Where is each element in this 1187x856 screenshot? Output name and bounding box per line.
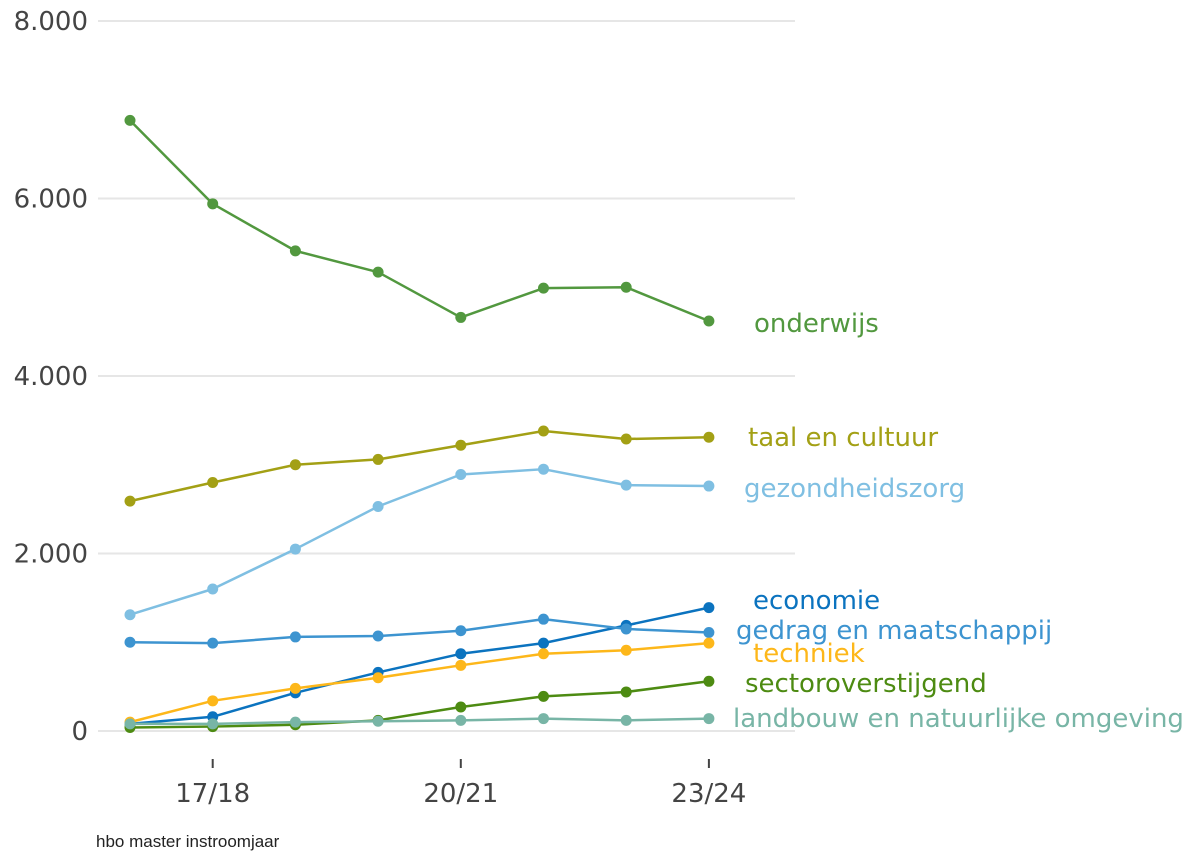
data-point <box>620 281 632 293</box>
series-line <box>130 717 709 726</box>
series-label: gedrag en maatschappij <box>736 616 1052 646</box>
data-point <box>289 245 301 257</box>
series-label: taal en cultuur <box>748 423 938 453</box>
data-point <box>538 690 549 702</box>
series-landbouw-en-natuurlijke-omgeving <box>124 713 715 730</box>
data-point <box>455 311 467 323</box>
series-line <box>129 617 709 645</box>
data-point <box>372 715 384 727</box>
series-taal-en-cultuur <box>124 425 715 507</box>
data-point <box>620 623 632 635</box>
data-point <box>207 198 219 210</box>
data-point <box>538 282 549 294</box>
data-point <box>455 659 467 671</box>
data-point <box>372 672 384 684</box>
y-tick-label: 4.000 <box>14 362 88 392</box>
data-point <box>538 613 549 625</box>
series-onderwijs <box>124 114 715 327</box>
series-techniek <box>124 637 715 728</box>
data-point <box>620 686 632 698</box>
x-axis-ticks: 17/18 20/21 23/24 <box>175 759 746 809</box>
x-tick-label: 23/24 <box>671 779 746 809</box>
data-point <box>620 644 632 656</box>
data-point <box>207 695 219 707</box>
data-point <box>289 682 301 694</box>
x-tick-label: 17/18 <box>175 779 250 809</box>
data-point <box>620 714 632 726</box>
data-point <box>703 675 715 687</box>
data-point <box>207 718 219 730</box>
data-point <box>455 469 467 481</box>
data-point <box>372 500 384 512</box>
series-line <box>129 467 709 616</box>
data-point <box>124 718 136 730</box>
data-point <box>538 425 549 437</box>
data-point <box>455 439 467 451</box>
series-lines <box>124 114 715 733</box>
data-point <box>455 648 467 660</box>
y-axis-ticks: 0 2.000 4.000 6.000 8.000 <box>14 7 88 747</box>
data-point <box>124 636 136 648</box>
series-label: economie <box>753 586 880 616</box>
data-point <box>455 625 467 637</box>
y-tick-label: 0 <box>71 717 88 747</box>
series-label: techniek <box>753 639 865 669</box>
series-gezondheidszorg <box>124 463 715 621</box>
series-line <box>129 680 710 729</box>
data-point <box>703 602 715 614</box>
series-line <box>129 119 710 323</box>
data-point <box>620 479 632 491</box>
data-point <box>207 477 219 488</box>
data-point <box>538 648 549 660</box>
data-point <box>455 714 467 726</box>
data-point <box>289 543 301 555</box>
data-point <box>289 459 301 471</box>
y-tick-label: 6.000 <box>14 185 88 215</box>
data-point <box>703 626 715 638</box>
x-tick-label: 20/21 <box>423 779 498 809</box>
data-point <box>703 713 715 725</box>
data-point <box>124 609 136 621</box>
data-point <box>207 583 219 595</box>
data-point <box>372 453 384 465</box>
series-label: sectoroverstijgend <box>745 669 987 699</box>
series-economie <box>124 602 715 730</box>
data-point <box>207 637 219 649</box>
data-point <box>703 480 715 492</box>
series-gedrag-en-maatschappij <box>124 613 715 649</box>
data-point <box>703 637 715 649</box>
data-point <box>538 463 549 475</box>
data-point <box>703 431 715 443</box>
y-tick-label: 8.000 <box>14 7 88 37</box>
series-labels: onderwijs taal en cultuur gezondheidszorg e… <box>733 309 1184 734</box>
series-line <box>129 429 709 503</box>
data-point <box>455 701 467 713</box>
x-axis-title: hbo master instroomjaar <box>96 832 280 851</box>
data-point <box>124 495 136 507</box>
gridlines <box>98 20 795 732</box>
series-label: landbouw en natuurlijke omgeving <box>733 704 1184 734</box>
y-tick-label: 2.000 <box>14 540 88 570</box>
series-label: gezondheidszorg <box>744 474 965 504</box>
data-point <box>372 630 384 642</box>
data-point <box>538 637 549 649</box>
series-label: onderwijs <box>754 309 879 339</box>
data-point <box>289 631 301 643</box>
data-point <box>620 433 632 445</box>
data-point <box>124 114 136 126</box>
data-point <box>703 315 715 327</box>
data-point <box>289 716 301 728</box>
data-point <box>538 713 549 725</box>
data-point <box>372 266 384 278</box>
series-line <box>129 641 710 724</box>
